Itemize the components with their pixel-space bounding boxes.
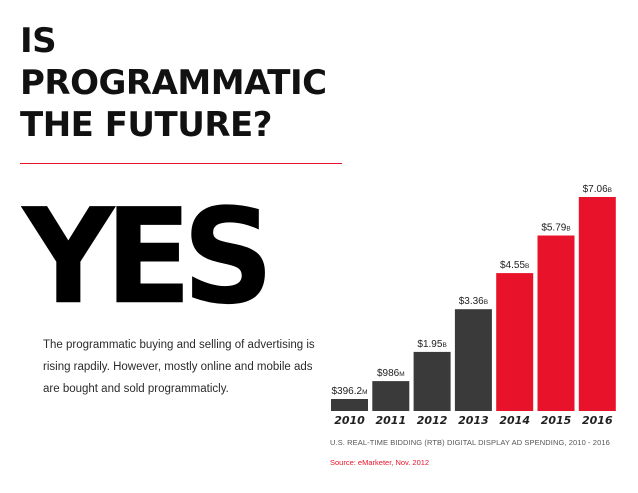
title-line-1: IS (20, 21, 57, 61)
bar-2011 (372, 381, 410, 411)
bar-2016 (578, 197, 616, 411)
bar-2012 (413, 351, 451, 411)
title-line-3: THE FUTURE? (20, 105, 272, 145)
value-label-2013: $3.36B (459, 296, 488, 307)
year-label-2014: 2014 (499, 414, 530, 427)
value-label-2012: $1.95B (417, 339, 446, 350)
year-label-2010: 2010 (334, 414, 365, 427)
year-label-2013: 2013 (458, 414, 489, 427)
year-label-2015: 2015 (541, 414, 572, 427)
year-label-2012: 2012 (417, 414, 448, 427)
chart-footnote: U.S. REAL-TIME BIDDING (RTB) DIGITAL DIS… (330, 438, 610, 447)
value-label-2014: $4.55B (500, 260, 529, 271)
chart-source: Source: eMarketer, Nov. 2012 (330, 458, 430, 467)
title-line-2: PROGRAMMATIC (20, 63, 327, 103)
answer-headline: YES (22, 180, 274, 335)
description-text: The programmatic buying and selling of a… (43, 339, 315, 395)
value-label-2016: $7.06B (583, 184, 612, 195)
page-title: IS PROGRAMMATIC THE FUTURE? (20, 20, 350, 146)
value-label-2015: $5.79B (541, 223, 570, 234)
bar-2013 (454, 309, 492, 411)
year-label-2016: 2016 (582, 414, 613, 427)
value-label-2010: $396.2M (331, 386, 367, 397)
bar-2010 (331, 399, 368, 411)
bar-2014 (496, 273, 534, 411)
bar-2015 (537, 235, 575, 411)
year-label-2011: 2011 (375, 414, 406, 427)
value-label-2011: $986M (377, 368, 405, 379)
title-divider (20, 163, 342, 164)
